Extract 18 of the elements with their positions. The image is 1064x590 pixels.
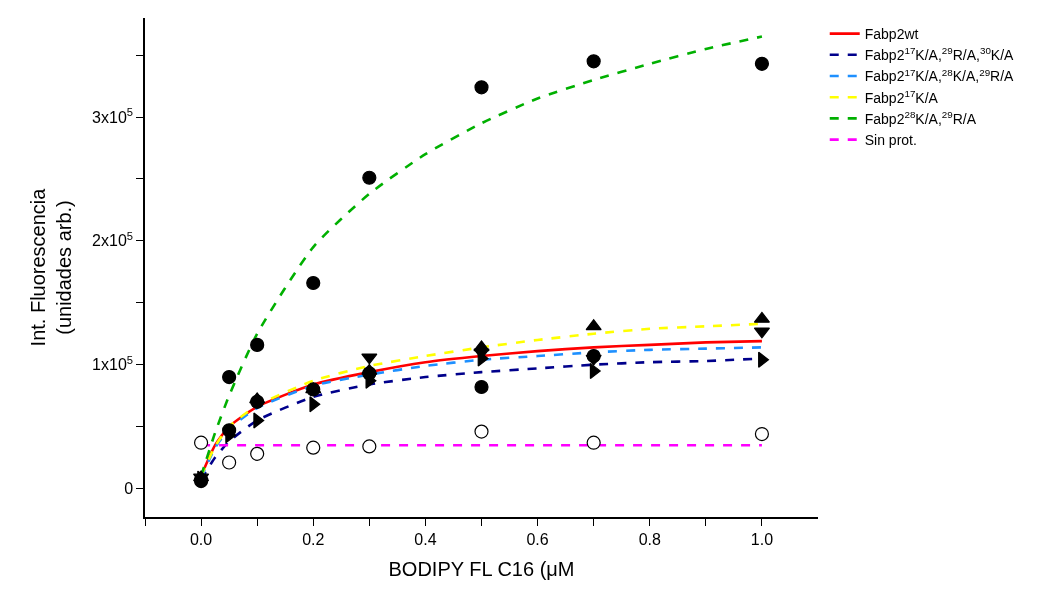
y-tick-label: 3x10$^{5}$	[92, 105, 134, 126]
x-tick-label: 0.8	[638, 530, 661, 548]
x-tick-label: 1.0	[750, 530, 774, 548]
legend-label: Fabp2$^{28}$K/A,$^{29}$R/A	[864, 108, 977, 127]
legend-label: Fabp2$^{17}$K/A,$^{29}$R/A,$^{30}$K/A	[864, 45, 1015, 64]
legend-label: Fabp2$^{17}$K/A,$^{28}$K/A,$^{29}$R/A	[864, 66, 1015, 85]
x-tick-label: 0.4	[414, 530, 437, 548]
y-tick-label: 1x10$^{5}$	[92, 353, 134, 374]
y-tick-label: 0	[124, 480, 134, 498]
legend-label: Fabp2$^{17}$K/A	[864, 87, 939, 106]
y-axis-title: Int. Fluorescencia (unidades arb.)	[27, 187, 76, 347]
x-axis-title: BODIPY FL C16 (μM	[388, 557, 575, 580]
x-tick-label: 0.6	[526, 530, 549, 548]
y-tick-label: 2x10$^{5}$	[92, 229, 134, 250]
x-tick-label: 0.0	[189, 530, 213, 548]
legend-label: Sin prot.	[864, 132, 917, 149]
legend-label: Fabp2wt	[864, 26, 919, 43]
x-tick-label: 0.2	[302, 530, 325, 548]
